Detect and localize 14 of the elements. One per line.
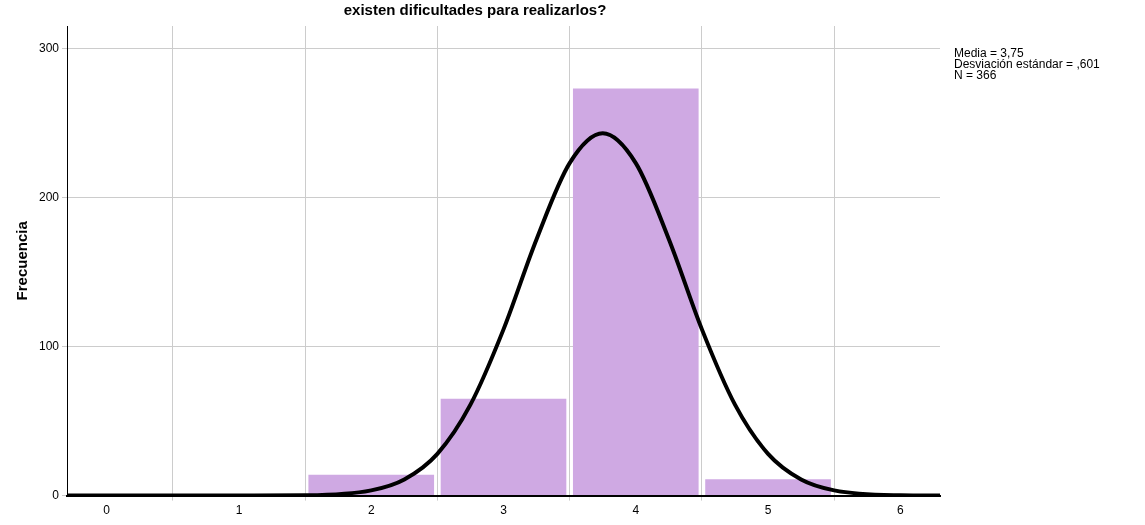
x-tick-label: 0: [103, 503, 111, 518]
y-tick-label: 0: [52, 487, 60, 502]
x-tick-label: 6: [896, 503, 904, 518]
chart-title: existen dificultades para realizarlos?: [343, 1, 607, 19]
y-tick-label: 100: [38, 338, 60, 353]
x-tick-label: 1: [235, 503, 243, 518]
x-tick-label: 5: [764, 503, 772, 518]
y-tick-label: 300: [38, 40, 60, 55]
y-tick-label: 200: [38, 189, 60, 204]
x-tick-label: 2: [367, 503, 375, 518]
x-tick-label: 3: [500, 503, 508, 518]
y-axis-title: Frecuencia: [13, 220, 31, 301]
x-tick-label: 4: [632, 503, 640, 518]
text: Media = 3,75 Desviación estándar = ,601 N = 366: [954, 46, 1101, 83]
